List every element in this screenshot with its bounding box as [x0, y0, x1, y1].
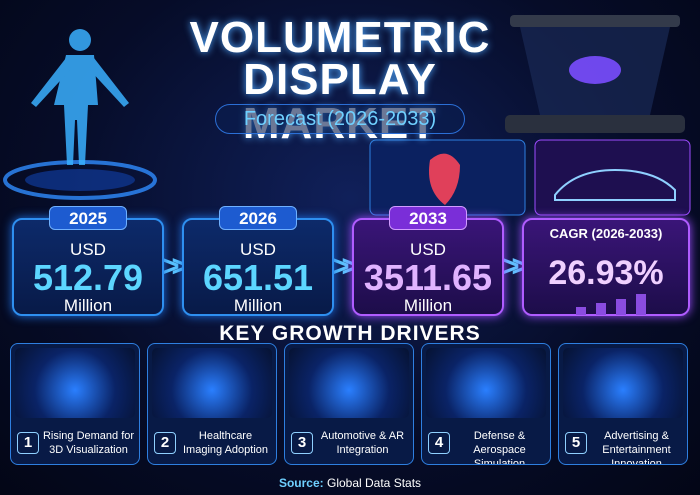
driver-label-line: Simulation — [473, 458, 526, 465]
title-line: VOLUMETRIC — [189, 13, 491, 62]
cagr-card: CAGR (2026-2033) 26.93% — [522, 218, 690, 316]
driver-label-line: Integration — [336, 444, 389, 456]
driver-label-line: Advertising & — [604, 430, 669, 442]
stat-value: 3511.65 — [363, 257, 493, 298]
stat-card: 2025 USD 512.79 Million — [12, 206, 164, 316]
drivers-heading: KEY GROWTH DRIVERS — [219, 322, 481, 345]
driver-number: 4 — [428, 432, 450, 454]
stat-unit: Million — [63, 296, 113, 315]
driver-label-line: Healthcare — [198, 430, 253, 442]
arrow: >> — [332, 250, 359, 283]
driver-label-line: Defense & Aerospace — [473, 430, 526, 456]
source: Source: Global Data Stats — [0, 476, 700, 490]
driver-label-line: Entertainment Innovation — [602, 444, 671, 465]
stat-currency: USD — [70, 240, 106, 259]
stat-card: 2026 USD 651.51 Million — [182, 206, 334, 316]
subtitle: Forecast (2026-2033) — [215, 104, 465, 134]
stat-value: 651.51 — [202, 257, 314, 298]
driver-image — [289, 348, 409, 418]
stat-card: 2033 USD 3511.65 Million — [352, 206, 504, 316]
driver-number: 1 — [17, 432, 39, 454]
stat-value: 512.79 — [32, 257, 144, 298]
driver-number: 3 — [291, 432, 313, 454]
source-text: Global Data Stats — [326, 476, 422, 490]
stat-year: 2026 — [219, 206, 297, 230]
stat-currency: USD — [240, 240, 276, 259]
driver-image — [152, 348, 272, 418]
driver-label-line: Rising Demand for — [42, 430, 135, 442]
driver-card: 2 Healthcare Imaging Adoption — [147, 343, 277, 465]
driver-label: Healthcare Imaging Adoption — [178, 429, 273, 457]
cagr-value: 26.93% — [548, 254, 664, 292]
driver-card: 4 Defense & Aerospace Simulation — [421, 343, 551, 465]
driver-image — [563, 348, 683, 418]
stat-year: 2025 — [49, 206, 127, 230]
cagr-label: CAGR (2026-2033) — [549, 226, 663, 241]
driver-number: 2 — [154, 432, 176, 454]
driver-card: 3 Automotive & AR Integration — [284, 343, 414, 465]
stat-unit: Million — [233, 296, 283, 315]
source-label: Source: — [278, 476, 324, 490]
driver-number: 5 — [565, 432, 587, 454]
driver-label-line: 3D Visualization — [49, 444, 128, 456]
cagr-bars — [576, 294, 646, 315]
driver-image — [15, 348, 135, 418]
stat-unit: Million — [403, 296, 453, 315]
driver-label: Defense & Aerospace Simulation — [452, 429, 547, 465]
driver-card: 5 Advertising & Entertainment Innovation — [558, 343, 688, 465]
stat-year: 2033 — [389, 206, 467, 230]
driver-image — [426, 348, 546, 418]
stat-currency: USD — [410, 240, 446, 259]
driver-label-line: Imaging Adoption — [182, 444, 268, 456]
driver-label-line: Automotive & AR — [320, 430, 405, 442]
driver-card: 1 Rising Demand for 3D Visualization — [10, 343, 140, 465]
arrow: >> — [502, 250, 529, 283]
decor — [3, 15, 691, 216]
driver-label: Rising Demand for 3D Visualization — [41, 429, 136, 457]
arrow: >> — [162, 250, 189, 283]
driver-label: Advertising & Entertainment Innovation — [589, 429, 684, 465]
driver-label: Automotive & AR Integration — [315, 429, 410, 457]
